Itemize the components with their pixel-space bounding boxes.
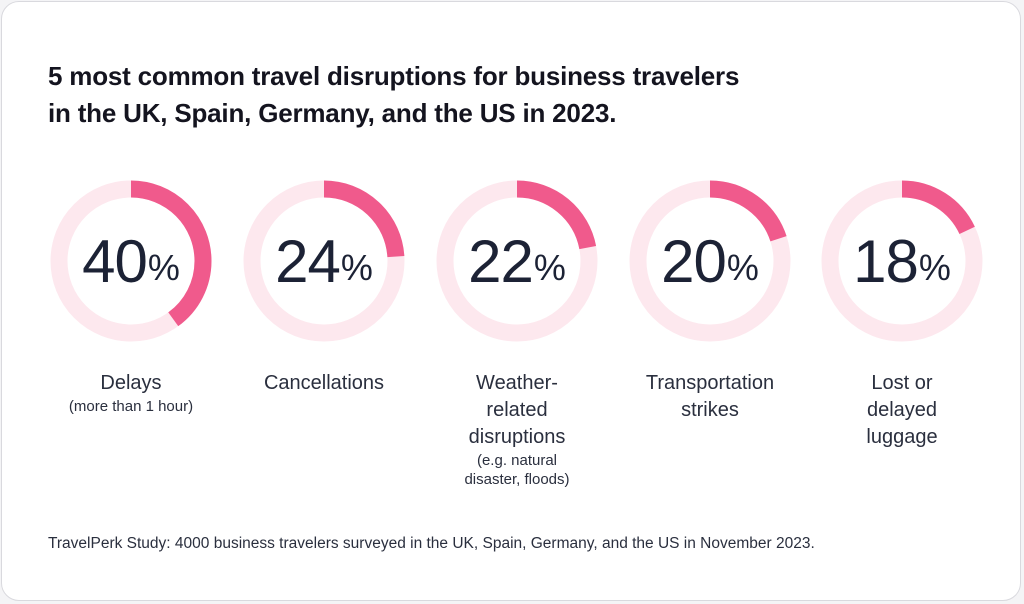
category-label-line: Transportation (645, 372, 775, 394)
category-note-line: (more than 1 hour) (68, 398, 194, 415)
category-label-line: Cancellations (263, 372, 385, 394)
donut-value: 18% (817, 176, 987, 346)
donut-arc-2 (243, 180, 405, 342)
value-number: 22 (468, 227, 534, 295)
donut-1: 40% (46, 176, 216, 346)
donut-svg (243, 180, 405, 342)
chart-title: 5 most common travel disruptions for bus… (48, 58, 948, 132)
category-label-line: disruptions (468, 426, 566, 448)
donut-value: 20% (625, 176, 795, 346)
percent-sign: % (147, 247, 180, 288)
category-note: (e.g. natural disaster, floods) (427, 451, 607, 489)
category-label: Transportation strikes (620, 370, 800, 424)
category-label-line: Delays (100, 372, 162, 394)
category-label: Lost or delayed luggage (812, 370, 992, 451)
category-label: Cancellations (234, 370, 414, 397)
category-label-line: Weather- (476, 372, 558, 394)
donut-label-3: Weather-related disruptions (e.g. natural d… (427, 370, 607, 489)
category-label-line: strikes (681, 399, 739, 421)
donut-2: 24% (239, 176, 409, 346)
category-label-line: Lost or (871, 372, 933, 394)
value-number: 24 (275, 227, 341, 295)
donut-value: 22% (432, 176, 602, 346)
category-label: Weather-related disruptions (427, 370, 607, 451)
category-note: (more than 1 hour) (41, 397, 221, 416)
value-number: 18 (853, 227, 919, 295)
donut-arc-5 (821, 180, 983, 342)
donut-value: 40% (46, 176, 216, 346)
category-label-line: luggage (866, 426, 938, 448)
title-line-2: in the UK, Spain, Germany, and the US in… (48, 98, 617, 128)
percent-sign: % (918, 247, 951, 288)
value-number: 40 (82, 227, 148, 295)
donut-arc-4 (629, 180, 791, 342)
donut-3: 22% (432, 176, 602, 346)
donut-label-1: Delays (more than 1 hour) (41, 370, 221, 416)
title-line-1: 5 most common travel disruptions for bus… (48, 61, 740, 91)
donut-arc-1 (50, 180, 212, 342)
donut-label-4: Transportation strikes (620, 370, 800, 424)
donut-label-5: Lost or delayed luggage (812, 370, 992, 451)
donut-svg (821, 180, 983, 342)
donut-label-2: Cancellations (234, 370, 414, 397)
category-note-line: disaster, floods) (464, 471, 570, 488)
percent-sign: % (533, 247, 566, 288)
category-label: Delays (41, 370, 221, 397)
donut-4: 20% (625, 176, 795, 346)
donut-value: 24% (239, 176, 409, 346)
value-number: 20 (661, 227, 727, 295)
percent-sign: % (340, 247, 373, 288)
donut-5: 18% (817, 176, 987, 346)
category-note-line: (e.g. natural (476, 452, 558, 469)
donut-svg (629, 180, 791, 342)
category-label-line: delayed (866, 399, 938, 421)
category-label-line: related (486, 399, 548, 421)
source-note: TravelPerk Study: 4000 business traveler… (48, 535, 815, 552)
donut-arc-3 (436, 180, 598, 342)
donut-svg (50, 180, 212, 342)
donut-svg (436, 180, 598, 342)
percent-sign: % (726, 247, 759, 288)
